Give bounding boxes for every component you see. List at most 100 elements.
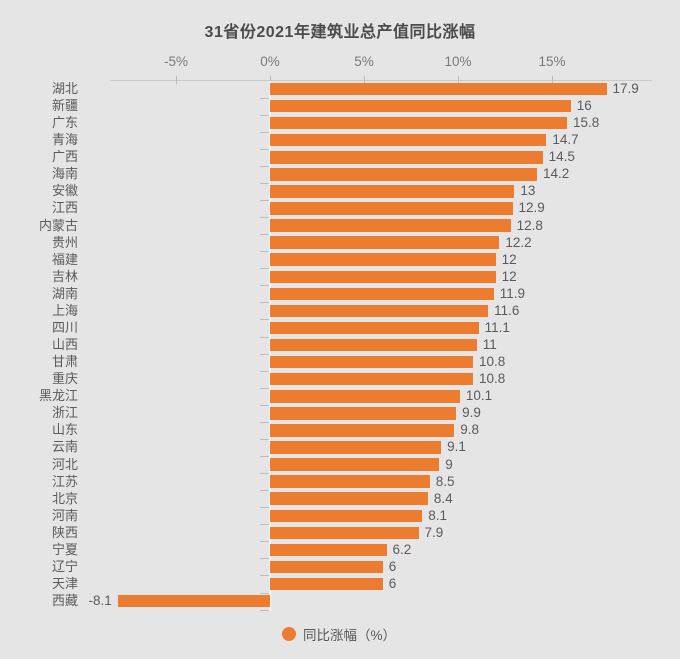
bar xyxy=(270,185,515,198)
y-axis-tick xyxy=(260,575,269,577)
category-label: 北京 xyxy=(51,490,78,506)
x-axis-line xyxy=(110,80,652,81)
category-label: 山东 xyxy=(51,422,78,438)
y-axis-tick xyxy=(260,302,269,304)
value-label: 16 xyxy=(576,98,592,114)
x-axis-tick xyxy=(552,76,553,84)
y-axis-tick xyxy=(260,319,269,321)
value-label: 7.9 xyxy=(424,524,444,540)
y-axis-tick xyxy=(260,285,269,287)
y-axis-tick xyxy=(260,165,269,167)
value-label: 17.9 xyxy=(612,81,639,96)
x-axis-tick xyxy=(364,76,365,84)
category-label: 浙江 xyxy=(51,405,78,421)
y-axis-tick xyxy=(260,234,269,236)
x-axis-tick xyxy=(270,76,271,84)
value-label: 12.8 xyxy=(516,217,543,233)
value-label: 14.2 xyxy=(542,166,570,182)
category-label: 广西 xyxy=(51,149,78,165)
y-axis-tick xyxy=(260,524,269,526)
bar xyxy=(270,321,479,335)
bar xyxy=(270,372,474,386)
bar xyxy=(270,116,568,130)
y-axis-tick xyxy=(260,97,269,99)
value-label: 11.6 xyxy=(494,302,520,318)
bar xyxy=(270,133,547,147)
bar xyxy=(270,407,457,420)
category-label: 河北 xyxy=(51,456,78,472)
x-axis-tick-label: 10% xyxy=(444,54,472,69)
bar xyxy=(270,441,442,454)
value-label: 11 xyxy=(482,337,497,353)
legend-label: 同比涨幅（%） xyxy=(303,628,397,643)
category-label: 青海 xyxy=(51,132,78,148)
y-axis-tick xyxy=(260,217,269,219)
value-label: 12 xyxy=(501,268,517,284)
x-axis-tick-label: 0% xyxy=(260,54,280,69)
legend-item[interactable]: 同比涨幅（%） xyxy=(282,624,396,644)
bar xyxy=(270,219,511,232)
y-axis-tick xyxy=(260,353,269,355)
value-label: 12 xyxy=(501,251,517,267)
bar xyxy=(270,236,500,249)
y-axis-tick xyxy=(260,268,269,270)
y-axis-tick xyxy=(260,387,269,389)
bar xyxy=(270,82,607,96)
bar xyxy=(270,151,543,164)
value-label: 13 xyxy=(520,183,536,199)
category-label: 上海 xyxy=(51,302,78,318)
y-axis-tick xyxy=(260,438,269,440)
value-label: 8.5 xyxy=(435,473,455,489)
x-axis-tick-label: -5% xyxy=(163,54,188,69)
bar xyxy=(270,355,474,369)
category-label: 宁夏 xyxy=(51,541,78,557)
bar xyxy=(270,287,494,301)
x-axis-tick-label: 5% xyxy=(354,54,374,69)
y-axis-tick xyxy=(260,199,269,201)
bar xyxy=(270,475,430,488)
category-label: 贵州 xyxy=(51,234,78,250)
value-label: 6 xyxy=(388,576,397,592)
category-label: 吉林 xyxy=(51,268,78,284)
y-axis-tick xyxy=(260,490,269,492)
category-label: 云南 xyxy=(51,439,78,455)
value-label: 9 xyxy=(445,456,453,472)
y-axis-tick xyxy=(260,251,269,253)
value-label: 11.1 xyxy=(484,319,510,335)
category-label: 甘肃 xyxy=(51,354,78,370)
bar xyxy=(270,390,460,403)
value-label: 10.8 xyxy=(479,371,506,387)
y-axis-tick xyxy=(260,131,269,133)
value-label: 12.9 xyxy=(518,200,545,216)
y-axis-tick xyxy=(260,558,269,560)
bar xyxy=(270,560,383,574)
category-label: 天津 xyxy=(51,576,78,592)
category-label: 福建 xyxy=(51,251,78,267)
y-axis-tick xyxy=(260,114,269,116)
category-label: 四川 xyxy=(51,319,78,335)
y-axis-tick xyxy=(260,182,269,184)
bar xyxy=(270,492,428,505)
value-label: 6.2 xyxy=(392,541,412,557)
x-axis-tick xyxy=(458,76,459,84)
value-label: 9.1 xyxy=(447,439,466,455)
value-label: 6 xyxy=(388,558,397,574)
category-label: 重庆 xyxy=(51,371,78,387)
bar xyxy=(270,338,477,352)
bar xyxy=(270,543,387,557)
value-label: 10.1 xyxy=(465,388,493,404)
value-label: 8.1 xyxy=(428,507,448,523)
bar xyxy=(270,424,455,437)
value-label: 12.2 xyxy=(505,234,532,250)
category-label: 陕西 xyxy=(51,524,78,540)
value-label: 14.5 xyxy=(548,149,575,165)
legend-marker-icon xyxy=(282,627,296,641)
value-label: 9.8 xyxy=(460,422,480,438)
bar xyxy=(270,304,489,318)
value-label: 14.7 xyxy=(552,132,579,148)
value-label: 11.9 xyxy=(499,285,525,301)
category-label: 江苏 xyxy=(51,473,78,489)
y-axis-tick xyxy=(260,592,269,594)
category-label: 河南 xyxy=(51,507,78,523)
